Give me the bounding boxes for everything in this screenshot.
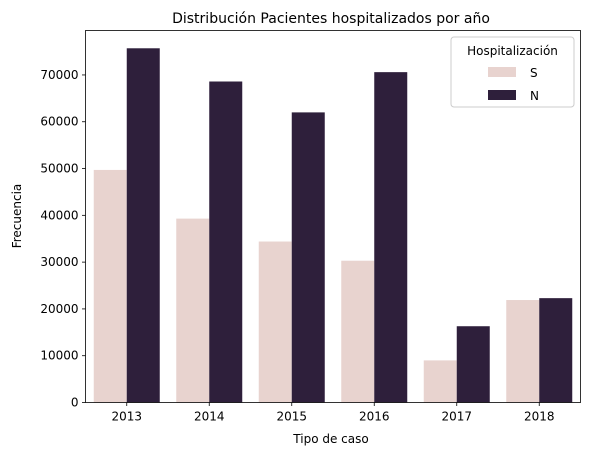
y-tick-label: 30000 (40, 255, 78, 269)
bar-n-2017 (456, 326, 490, 403)
legend-swatch-s (488, 67, 516, 77)
bar-s-2017 (423, 360, 457, 403)
y-tick-label: 20000 (40, 302, 78, 316)
bar-s-2015 (258, 241, 292, 403)
bar-s-2018 (506, 300, 540, 403)
x-tick-label: 2018 (524, 410, 555, 424)
y-axis: 0 10000 20000 30000 40000 50000 60000 70000 (40, 68, 86, 410)
legend-label-n: N (530, 89, 539, 103)
x-axis: 2013 2014 2015 2016 2017 2018 (111, 402, 555, 424)
chart-title: Distribución Pacientes hospitalizados po… (172, 11, 490, 27)
bar-n-2016 (374, 72, 408, 403)
x-tick-label: 2015 (276, 410, 307, 424)
legend-label-s: S (530, 66, 538, 80)
y-tick-label: 60000 (40, 115, 78, 129)
bar-s-2016 (341, 260, 375, 403)
x-axis-label: Tipo de caso (292, 432, 368, 446)
y-tick-label: 0 (71, 396, 79, 410)
x-tick-label: 2017 (441, 410, 472, 424)
bar-s-2014 (176, 218, 210, 403)
bar-n-2015 (291, 112, 325, 403)
bar-n-2014 (209, 81, 243, 403)
y-tick-label: 50000 (40, 162, 78, 176)
x-tick-label: 2016 (359, 410, 390, 424)
y-tick-label: 10000 (40, 349, 78, 363)
y-tick-label: 40000 (40, 208, 78, 222)
legend: Hospitalización SN (450, 36, 575, 108)
y-axis-label: Frecuencia (10, 184, 24, 249)
x-tick-label: 2013 (111, 410, 142, 424)
legend-title: Hospitalización (467, 44, 558, 58)
x-tick-label: 2014 (194, 410, 225, 424)
bar-n-2013 (126, 48, 160, 403)
bars-group (93, 48, 573, 403)
bar-n-2018 (539, 298, 573, 403)
bar-s-2013 (93, 169, 127, 403)
plot-frame (85, 30, 581, 403)
legend-swatch-n (488, 90, 516, 100)
y-tick-label: 70000 (40, 68, 78, 82)
